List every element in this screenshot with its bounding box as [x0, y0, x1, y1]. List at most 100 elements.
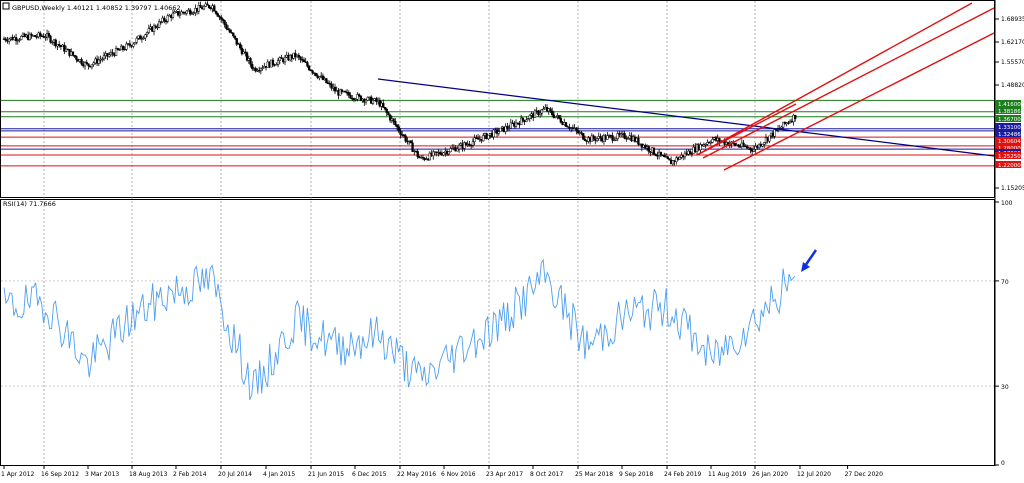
candle-body [506, 126, 509, 129]
candle-body [704, 143, 707, 146]
candle-body [83, 62, 87, 67]
rsi-axis-label: 0 [1001, 460, 1005, 467]
candle-body [176, 11, 180, 16]
candle-body [557, 115, 561, 119]
candle-body [592, 135, 595, 140]
candle-body [359, 95, 363, 101]
candle-body [768, 135, 771, 142]
candle-body [311, 70, 314, 74]
candle-body [583, 138, 587, 141]
candle-body [782, 121, 785, 128]
rsi-level-lines [1, 280, 994, 387]
time-axis-label: 21 Jun 2015 [308, 471, 344, 478]
time-axis: 1 Apr 2012 16 Sep 2012 3 Mar 2013 18 Aug 20… [1, 465, 883, 478]
rsi-series [3, 258, 796, 400]
candle-body [261, 67, 264, 69]
candle-body [302, 59, 306, 62]
candle-body [582, 133, 585, 140]
candle-body [421, 156, 425, 159]
candle-body [616, 133, 619, 139]
candle-body [463, 142, 466, 149]
candle-body [470, 145, 473, 147]
candle-body [659, 151, 662, 156]
candle-body [526, 118, 530, 121]
time-axis-label: 3 Mar 2013 [85, 471, 119, 478]
candle-body [528, 115, 531, 120]
candle-body [49, 35, 52, 43]
candle-body [611, 135, 614, 141]
level-tag-bg [995, 144, 1021, 151]
candle-body [254, 68, 257, 72]
level-tag-bg [995, 115, 1021, 122]
candle-body [476, 137, 480, 140]
candle-body [387, 112, 390, 116]
candle-body [542, 108, 545, 111]
candle-body [761, 144, 764, 147]
candle-body [552, 114, 556, 118]
candle-body [197, 5, 200, 12]
candle-body [102, 55, 106, 60]
candle-body [135, 37, 138, 43]
candle-body [449, 148, 452, 153]
rsi-pane-frame [0, 199, 995, 466]
candle-body [92, 62, 95, 65]
price-axis-label: 1.55570 [1001, 59, 1024, 66]
candle-body [733, 143, 737, 146]
candle-body [652, 147, 656, 155]
candle-body [538, 112, 542, 116]
candle-body [225, 24, 228, 29]
candle-body [114, 48, 118, 56]
candle-body [382, 102, 385, 108]
candle-body [614, 138, 618, 141]
candle-body [690, 153, 693, 155]
candle-body [251, 64, 254, 69]
candle-body [163, 17, 166, 22]
time-axis-label: 22 May 2016 [397, 471, 436, 478]
candle-body [473, 137, 476, 142]
candle-body [339, 89, 342, 96]
candle-body [352, 98, 356, 100]
time-axis-label: 25 Mar 2018 [575, 471, 613, 478]
candle-body [244, 51, 247, 54]
candle-body [51, 41, 54, 44]
candle-body [364, 99, 368, 103]
level-tag-label: 1.38186 [998, 109, 1021, 115]
candle-body [47, 33, 50, 37]
candle-body [737, 144, 740, 147]
candle-body [147, 28, 150, 33]
candle-body [35, 36, 38, 38]
candle-body [180, 11, 183, 15]
candle-body [171, 12, 175, 18]
candle-body [297, 54, 300, 58]
candle-body [73, 54, 76, 57]
candle-body [216, 13, 219, 17]
candle-body [399, 130, 402, 135]
candle-body [333, 86, 337, 92]
candle-body [220, 16, 223, 20]
candle-body [613, 139, 616, 142]
level-tag-bg [995, 100, 1021, 107]
candle-body [580, 132, 583, 134]
candle-body [504, 126, 507, 132]
candle-body [394, 121, 397, 126]
price-axis-label: 1.62170 [1001, 39, 1024, 46]
blue-trend-line [377, 78, 995, 157]
candle-body [318, 76, 321, 79]
candle-body [189, 9, 192, 15]
rsi-axis-label: 30 [1001, 384, 1009, 391]
price-pane-header: GBPUSD,Weekly 1.40121 1.40852 1.39797 1.… [2, 2, 181, 12]
candle-body [44, 36, 47, 39]
level-tag-label: 1.30604 [998, 139, 1021, 145]
candle-body [773, 129, 776, 137]
candle-body [156, 26, 159, 29]
candle-body [663, 155, 666, 158]
price-axis-label: 1.15205 [1001, 185, 1024, 192]
time-axis-label: 1 Apr 2012 [1, 471, 34, 478]
candle-body [213, 5, 216, 12]
candle-body [647, 146, 650, 152]
candle-body [533, 110, 537, 118]
candle-body [202, 6, 206, 10]
